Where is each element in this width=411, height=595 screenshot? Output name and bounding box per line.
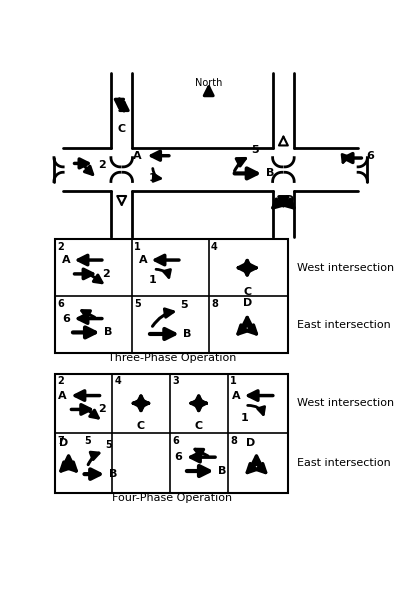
Text: 2: 2 [57,242,64,252]
Text: B: B [218,466,226,476]
Text: 2: 2 [57,376,64,386]
Text: 5: 5 [251,145,259,155]
Text: 5: 5 [85,436,92,446]
Text: 6: 6 [62,314,70,324]
Text: 1: 1 [230,376,237,386]
Text: 2: 2 [99,405,106,415]
Text: North: North [195,77,222,87]
Text: 8: 8 [211,299,218,309]
Text: 6: 6 [57,299,64,309]
Text: 6: 6 [173,436,179,446]
Text: D: D [59,438,69,448]
Text: 5: 5 [134,299,141,309]
Text: 3: 3 [173,376,179,386]
Text: East intersection: East intersection [297,458,391,468]
Text: 4: 4 [115,376,122,386]
Bar [55,374,288,493]
Text: 5: 5 [180,300,188,310]
Text: 1: 1 [240,413,248,423]
Text: C: C [243,287,251,297]
Text: 1: 1 [134,242,141,252]
Text: B: B [266,168,274,178]
Text: 1: 1 [149,275,157,285]
Text: 2: 2 [102,269,110,279]
Text: 6: 6 [175,452,182,462]
Text: C: C [137,421,145,431]
Text: 4: 4 [211,242,218,252]
Text: East intersection: East intersection [297,320,391,330]
Bar [55,239,288,353]
Text: 5: 5 [106,440,112,450]
Text: 2: 2 [99,160,106,170]
Text: B: B [109,469,117,479]
Text: 1: 1 [149,173,157,183]
Text: A: A [133,151,142,161]
Text: Three-Phase Operation: Three-Phase Operation [108,353,236,363]
Text: A: A [139,255,147,265]
Text: D: D [242,298,252,308]
Text: B: B [104,327,112,337]
Text: C: C [118,124,126,134]
Text: 7: 7 [57,436,64,446]
Text: 8: 8 [230,436,237,446]
Text: C: C [195,421,203,431]
Text: D: D [246,438,255,448]
Text: A: A [232,390,240,400]
Text: West intersection: West intersection [297,398,395,408]
Text: A: A [62,255,70,265]
Text: Four-Phase Operation: Four-Phase Operation [112,493,232,503]
Text: 6: 6 [367,151,374,161]
Text: D: D [285,195,294,205]
Text: B: B [183,329,192,339]
Text: West intersection: West intersection [297,263,395,273]
Text: A: A [58,390,67,400]
